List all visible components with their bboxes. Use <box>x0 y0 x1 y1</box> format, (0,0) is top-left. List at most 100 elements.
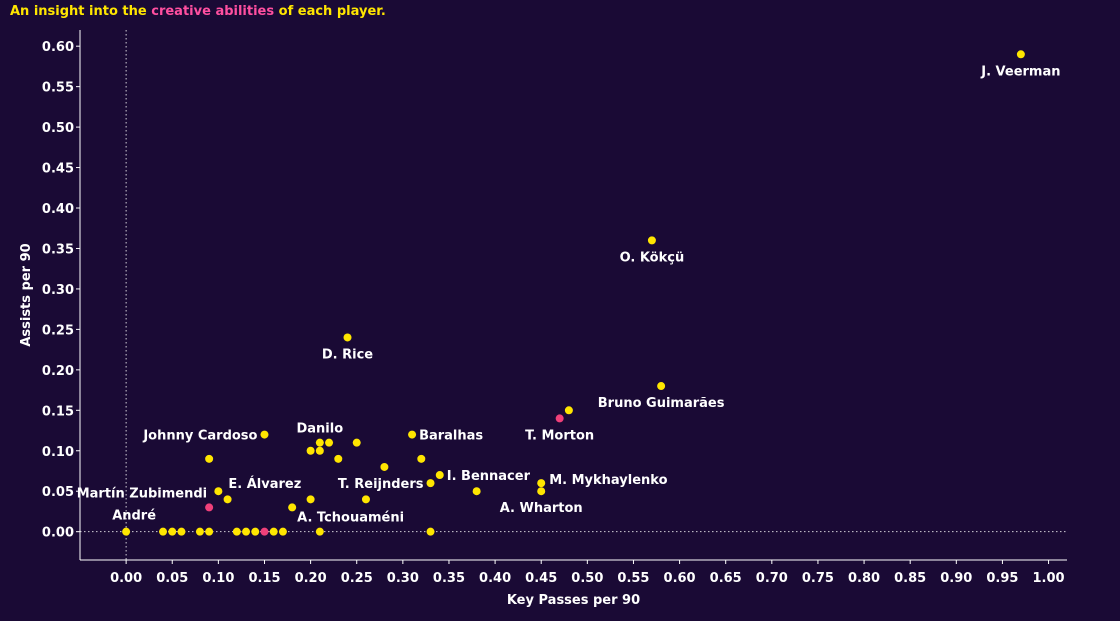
axes: 0.00 0.05 0.10 0.15 0.20 0.25 0.30 0.35 0.40 0.45… <box>42 30 1067 586</box>
data-point <box>555 414 564 423</box>
data-point <box>306 495 315 504</box>
data-point <box>325 438 334 447</box>
y-tick-label: 0.30 <box>42 283 74 298</box>
point-label: Johnny Cardoso <box>142 429 257 444</box>
x-tick-label: 0.00 <box>110 571 142 586</box>
point-label: Martín Zubimendi <box>77 486 207 501</box>
data-point <box>306 446 315 455</box>
y-tick-label: 0.20 <box>42 364 74 379</box>
data-point <box>214 487 223 496</box>
point-label: T. Reijnders <box>338 477 424 492</box>
data-point <box>537 487 546 496</box>
data-point <box>417 454 426 463</box>
x-tick-label: 0.60 <box>664 571 696 586</box>
x-tick-label: 0.90 <box>940 571 972 586</box>
x-tick-label: 0.15 <box>248 571 280 586</box>
point-label: E. Álvarez <box>228 476 301 492</box>
data-point <box>122 527 131 536</box>
data-point <box>537 479 546 488</box>
data-point <box>177 527 186 536</box>
x-tick-label: 0.80 <box>848 571 880 586</box>
data-point <box>426 527 435 536</box>
data-point <box>408 430 417 439</box>
title-highlight: creative abilities <box>151 4 275 19</box>
data-point <box>361 495 370 504</box>
data-point <box>647 236 656 245</box>
y-tick-label: 0.50 <box>42 121 74 136</box>
data-point <box>426 479 435 488</box>
data-point <box>251 527 260 536</box>
y-tick-label: 0.35 <box>42 242 74 257</box>
data-points <box>122 50 1025 536</box>
chart-title: An insight into the creative abilities o… <box>10 4 386 19</box>
data-point <box>343 333 352 342</box>
point-label: A. Tchouaméni <box>297 510 404 525</box>
data-point <box>564 406 573 415</box>
x-tick-label: 0.10 <box>202 571 234 586</box>
x-tick-label: 0.05 <box>156 571 188 586</box>
point-label: D. Rice <box>322 347 373 362</box>
data-point <box>205 454 214 463</box>
point-label: J. Veerman <box>980 64 1060 79</box>
point-label: Danilo <box>296 422 343 437</box>
y-tick-label: 0.55 <box>42 81 74 96</box>
x-tick-label: 0.65 <box>710 571 742 586</box>
point-label: O. Kökçü <box>620 250 685 265</box>
data-point <box>159 527 168 536</box>
data-point <box>205 527 214 536</box>
title-suffix: of each player. <box>274 4 386 19</box>
point-labels: J. Veerman O. Kökçü D. Rice Bruno Guimarães… <box>77 64 1061 525</box>
data-point <box>223 495 232 504</box>
data-point <box>315 438 324 447</box>
x-tick-label: 0.70 <box>756 571 788 586</box>
x-tick-label: 0.30 <box>387 571 419 586</box>
x-tick-label: 0.75 <box>802 571 834 586</box>
y-tick-label: 0.10 <box>42 445 74 460</box>
x-tick-label: 0.55 <box>617 571 649 586</box>
x-tick-label: 0.50 <box>571 571 603 586</box>
data-point <box>269 527 278 536</box>
point-label: Bruno Guimarães <box>598 396 725 411</box>
x-tick-label: 0.45 <box>525 571 557 586</box>
data-point <box>260 430 269 439</box>
data-point <box>472 487 481 496</box>
point-label: T. Morton <box>525 428 594 443</box>
data-point <box>315 527 324 536</box>
data-point <box>435 471 444 480</box>
y-tick-label: 0.05 <box>42 485 74 500</box>
x-tick-label: 0.40 <box>479 571 511 586</box>
title-prefix: An insight into the <box>10 4 152 19</box>
data-point <box>380 462 389 471</box>
data-point <box>205 503 214 512</box>
x-tick-label: 0.35 <box>433 571 465 586</box>
data-point <box>168 527 177 536</box>
x-tick-label: 0.85 <box>894 571 926 586</box>
point-label: André <box>112 509 156 524</box>
y-tick-label: 0.15 <box>42 404 74 419</box>
data-point <box>1016 50 1025 59</box>
data-point <box>288 503 297 512</box>
data-point <box>657 382 666 391</box>
y-tick-label: 0.25 <box>42 323 74 338</box>
data-point <box>334 454 343 463</box>
data-point <box>352 438 361 447</box>
data-point <box>260 527 269 536</box>
data-point <box>242 527 251 536</box>
point-label: I. Bennacer <box>447 469 531 484</box>
y-tick-label: 0.60 <box>42 40 74 55</box>
y-axis-label: Assists per 90 <box>19 243 34 346</box>
data-point <box>278 527 287 536</box>
x-tick-label: 0.20 <box>295 571 327 586</box>
y-tick-label: 0.45 <box>42 162 74 177</box>
x-axis-label: Key Passes per 90 <box>507 593 640 608</box>
data-point <box>232 527 241 536</box>
x-tick-label: 1.00 <box>1033 571 1065 586</box>
x-tick-label: 0.95 <box>986 571 1018 586</box>
y-tick-label: 0.00 <box>42 526 74 541</box>
data-point <box>195 527 204 536</box>
point-label: A. Wharton <box>500 501 583 516</box>
data-point <box>315 446 324 455</box>
point-label: M. Mykhaylenko <box>549 473 667 488</box>
point-label: Baralhas <box>419 429 483 444</box>
